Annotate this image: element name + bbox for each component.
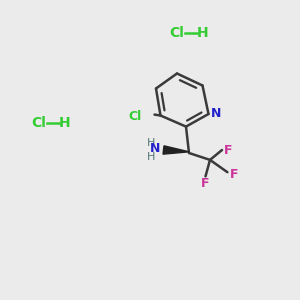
Text: F: F — [224, 143, 233, 157]
Text: F: F — [201, 177, 210, 190]
Text: H: H — [147, 137, 156, 148]
Text: N: N — [211, 106, 221, 120]
Text: H: H — [147, 152, 156, 162]
Text: N: N — [150, 142, 161, 155]
Text: H: H — [197, 26, 208, 40]
Text: H: H — [59, 116, 70, 130]
Text: Cl: Cl — [32, 116, 46, 130]
Text: Cl: Cl — [128, 110, 142, 124]
Text: F: F — [230, 168, 238, 181]
Text: Cl: Cl — [169, 26, 184, 40]
Polygon shape — [163, 146, 189, 154]
